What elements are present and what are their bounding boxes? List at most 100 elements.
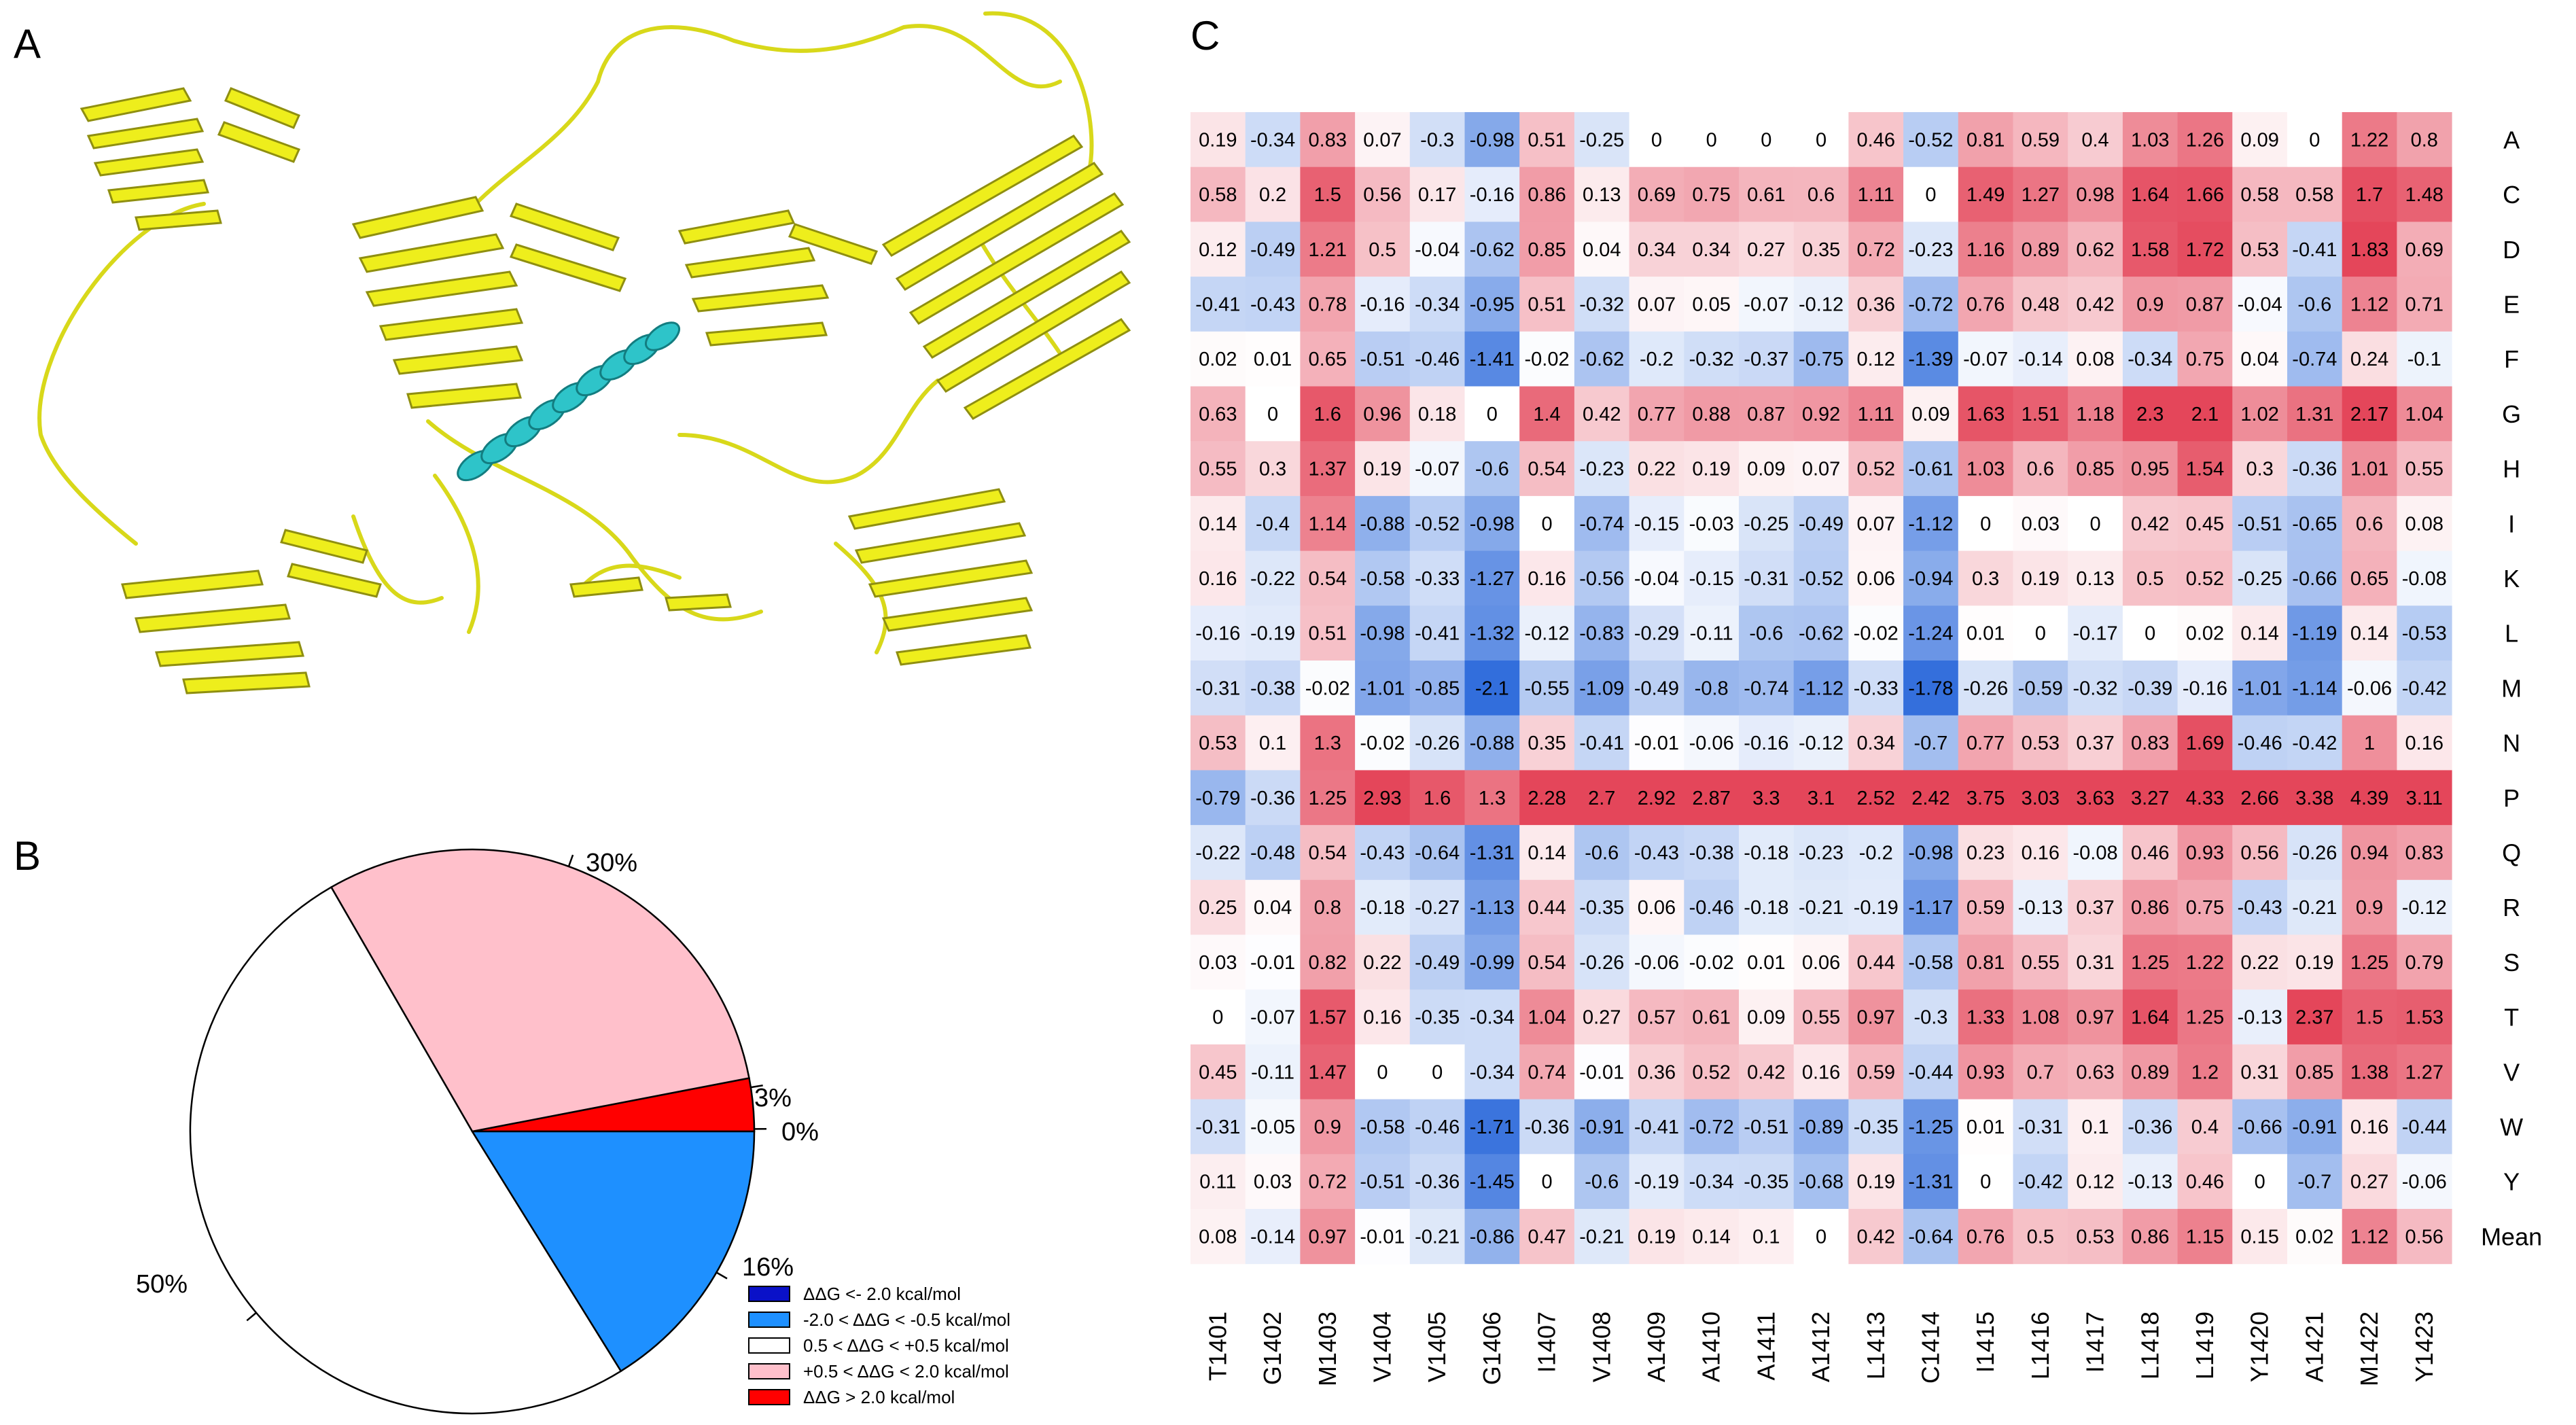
heatmap-cell-value: 0.62: [2076, 239, 2114, 261]
heatmap-cell: [1464, 770, 1520, 826]
heatmap-cell-value: -0.46: [2238, 733, 2282, 754]
heatmap-cell-value: -1.12: [1908, 513, 1953, 535]
heatmap-cell: [1793, 1209, 1849, 1265]
heatmap-cell: [1300, 605, 1356, 661]
heatmap-column-label: A1410: [1697, 1312, 1725, 1382]
heatmap-cell: [1958, 825, 2013, 881]
heatmap-cell: [2068, 166, 2123, 222]
heatmap-cell-value: 1.53: [2405, 1007, 2443, 1029]
heatmap-cell-value: 0.08: [1199, 1226, 1237, 1248]
heatmap-cell: [1355, 879, 1411, 935]
heatmap-cell-value: -0.03: [1689, 513, 1734, 535]
heatmap-cell: [1739, 550, 1795, 606]
heatmap-cell: [2177, 386, 2233, 442]
heatmap-cell-value: -0.02: [1360, 733, 1405, 754]
heatmap-cell-value: -0.43: [1634, 842, 1679, 864]
heatmap-cell-value: 1.66: [2186, 184, 2224, 206]
heatmap-cell: [2342, 605, 2397, 661]
heatmap-cell: [2397, 222, 2452, 277]
heatmap-cell-value: 0.04: [2240, 349, 2278, 370]
heatmap-cell-value: 1.64: [2131, 1007, 2169, 1029]
heatmap-cell-value: 0: [1816, 129, 1827, 151]
heatmap-cell-value: -1.09: [1579, 678, 1624, 699]
heatmap-cell: [2013, 222, 2068, 277]
heatmap-cell: [2122, 715, 2178, 771]
heatmap-cell: [1464, 605, 1520, 661]
heatmap-cell-value: 0.51: [1309, 623, 1347, 645]
heatmap-cell-value: -0.88: [1360, 513, 1405, 535]
heatmap-cell-value: 2.66: [2240, 788, 2278, 809]
heatmap-cell: [1739, 1154, 1795, 1210]
heatmap-cell-value: 0.58: [1199, 184, 1237, 206]
heatmap-cell: [1739, 331, 1795, 387]
heatmap-cell: [1519, 441, 1575, 497]
heatmap-cell-value: 0.61: [1747, 184, 1785, 206]
heatmap-cell-value: 0.4: [2081, 129, 2109, 151]
heatmap-cell-value: -0.51: [1744, 1116, 1788, 1138]
heatmap-cell-value: 1.5: [2356, 1007, 2383, 1029]
legend-swatch: [748, 1363, 790, 1379]
heatmap-cell: [2068, 550, 2123, 606]
heatmap-cell: [1574, 1154, 1630, 1210]
heatmap-cell: [1903, 112, 1959, 168]
heatmap-cell: [2287, 770, 2343, 826]
heatmap-cell: [1464, 879, 1520, 935]
heatmap-cell-value: 0.01: [1747, 952, 1785, 974]
heatmap-column-label: Y1423: [2410, 1312, 2438, 1382]
heatmap-cell-value: 0.06: [1638, 897, 1676, 919]
heatmap-cell-value: 1.12: [2350, 294, 2388, 315]
heatmap-cell: [1848, 989, 1904, 1045]
heatmap-cell: [1300, 166, 1356, 222]
heatmap-cell-value: -0.2: [1640, 349, 1674, 370]
heatmap-cell-value: 0.46: [1857, 129, 1895, 151]
heatmap-cell-value: 0.27: [2350, 1172, 2388, 1193]
heatmap-cell: [2397, 879, 2452, 935]
heatmap-cell-value: 0.75: [2186, 897, 2224, 919]
heatmap-cell: [1355, 1154, 1411, 1210]
heatmap-cell-value: 0.42: [2131, 513, 2169, 535]
heatmap-cell-value: 0.31: [2240, 1061, 2278, 1083]
heatmap-cell-value: -1.71: [1470, 1116, 1515, 1138]
heatmap-cell: [1848, 112, 1904, 168]
heatmap-cell: [1245, 386, 1301, 442]
heatmap-cell-value: -0.6: [1585, 1172, 1619, 1193]
heatmap-cell: [1958, 112, 2013, 168]
heatmap-cell-value: -0.61: [1908, 459, 1953, 480]
heatmap-column-label: I1417: [2081, 1312, 2109, 1373]
heatmap-cell: [1245, 1154, 1301, 1210]
heatmap-cell-value: -0.41: [1415, 623, 1460, 645]
heatmap-cell: [2397, 331, 2452, 387]
heatmap-cell: [1409, 277, 1465, 332]
heatmap-cell-value: -0.26: [1963, 678, 2008, 699]
heatmap-cell-value: -0.13: [2018, 897, 2063, 919]
heatmap-cell: [1684, 112, 1740, 168]
heatmap-cell: [1793, 989, 1849, 1045]
heatmap-cell-value: 1.02: [2240, 404, 2278, 425]
heatmap-cell: [1848, 1044, 1904, 1100]
heatmap-cell-value: 0.05: [1692, 294, 1730, 315]
heatmap-cell: [1739, 825, 1795, 881]
heatmap-cell: [2397, 441, 2452, 497]
heatmap-cell-value: 0.77: [1638, 404, 1676, 425]
heatmap-cell-value: 0.9: [2356, 897, 2383, 919]
pie-slice-label: 16%: [742, 1253, 794, 1282]
heatmap-cell: [2342, 222, 2397, 277]
heatmap-cell-value: 0.89: [2131, 1061, 2169, 1083]
heatmap-cell-value: 0.88: [1692, 404, 1730, 425]
heatmap-cell: [1629, 605, 1684, 661]
heatmap-cell: [2342, 715, 2397, 771]
heatmap-cell: [2287, 715, 2343, 771]
heatmap-cell: [1245, 331, 1301, 387]
heatmap-cell-value: 1.18: [2076, 404, 2114, 425]
heatmap-cell: [2013, 715, 2068, 771]
heatmap-cell-value: 0: [2309, 129, 2320, 151]
heatmap-cell: [1903, 1099, 1959, 1155]
heatmap-cell-value: -0.01: [1634, 733, 1679, 754]
heatmap-cell: [1245, 879, 1301, 935]
heatmap-cell: [1245, 112, 1301, 168]
heatmap-cell: [1629, 1099, 1684, 1155]
heatmap-cell-value: 0.3: [2246, 459, 2273, 480]
heatmap-cell-value: 0.5: [2136, 568, 2164, 590]
heatmap-cell-value: -0.41: [1195, 294, 1240, 315]
heatmap-cell: [1574, 112, 1630, 168]
